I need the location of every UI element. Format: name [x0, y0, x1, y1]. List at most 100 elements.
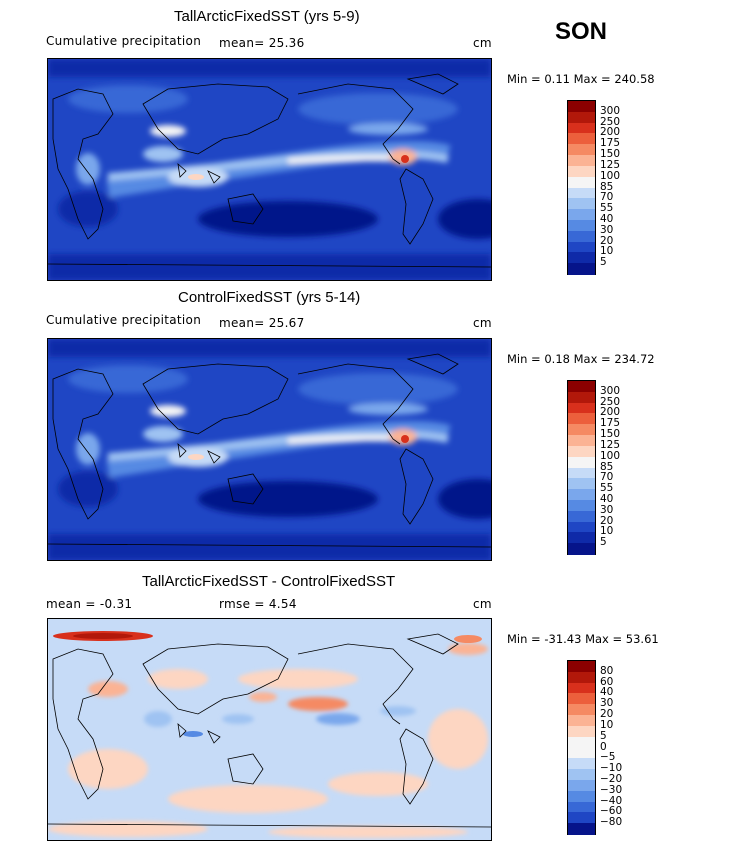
panel-1-title: TallArcticFixedSST (yrs 5-9) — [174, 8, 360, 25]
panel-3-units: cm — [473, 597, 492, 611]
colorbar-label: 100 — [600, 449, 621, 462]
colorbar-label: 250 — [600, 115, 621, 128]
colorbar-label: 40 — [600, 212, 614, 225]
panel-2-colorbar — [567, 380, 596, 555]
colorbar-label: −10 — [600, 762, 623, 775]
colorbar-swatch — [568, 467, 595, 479]
colorbar-swatch — [568, 391, 595, 404]
colorbar-label: 200 — [600, 406, 621, 419]
colorbar-label: 175 — [600, 137, 621, 150]
colorbar-label: 10 — [600, 525, 614, 538]
diff-map — [48, 619, 491, 840]
colorbar-swatch — [568, 176, 595, 188]
panel-1-mean: mean= 25.36 — [219, 36, 305, 50]
precip-map-2 — [48, 339, 491, 560]
colorbar-swatch — [568, 682, 595, 694]
colorbar-label: 40 — [600, 492, 614, 505]
colorbar-label: 30 — [600, 503, 614, 516]
colorbar-swatch — [568, 413, 595, 425]
colorbar-swatch — [568, 671, 595, 684]
colorbar-label: 5 — [600, 256, 607, 269]
colorbar-label: 70 — [600, 191, 614, 204]
colorbar-label: −40 — [600, 794, 623, 807]
colorbar-swatch — [568, 758, 595, 770]
colorbar-swatch — [568, 144, 595, 156]
colorbar-swatch — [568, 693, 595, 705]
panel-2-minmax: Min = 0.18 Max = 234.72 — [507, 352, 655, 366]
colorbar-label: 70 — [600, 471, 614, 484]
colorbar-label: 55 — [600, 482, 614, 495]
colorbar-swatch — [568, 823, 595, 835]
colorbar-label: −20 — [600, 772, 623, 785]
colorbar-label: 0 — [600, 740, 607, 753]
colorbar-swatch — [568, 801, 595, 813]
colorbar-label: 250 — [600, 395, 621, 408]
colorbar-swatch — [568, 155, 595, 167]
colorbar-label: 10 — [600, 245, 614, 258]
colorbar-label: 20 — [600, 708, 614, 721]
colorbar-label: 150 — [600, 428, 621, 441]
colorbar-swatch — [568, 219, 595, 232]
panel-3-mean: mean = -0.31 — [46, 597, 133, 611]
colorbar-swatch — [568, 209, 595, 221]
panel-2-variable: Cumulative precipitation — [46, 313, 202, 327]
panel-3-map — [47, 618, 492, 841]
colorbar-swatch — [568, 435, 595, 447]
colorbar-swatch — [568, 241, 595, 253]
panel-2-units: cm — [473, 316, 492, 330]
colorbar-swatch — [568, 456, 595, 468]
colorbar-swatch — [568, 510, 595, 523]
colorbar-swatch — [568, 478, 595, 490]
colorbar-swatch — [568, 715, 595, 727]
panel-3-rmse: rmse = 4.54 — [219, 597, 297, 611]
colorbar-swatch — [568, 445, 595, 458]
colorbar-swatch — [568, 230, 595, 243]
season-label: SON — [555, 18, 608, 45]
panel-1-variable: Cumulative precipitation — [46, 34, 202, 48]
precip-map-1 — [48, 59, 491, 280]
colorbar-swatch — [568, 381, 595, 393]
colorbar-swatch — [568, 704, 595, 716]
colorbar-label: −60 — [600, 805, 623, 818]
colorbar-swatch — [568, 521, 595, 533]
colorbar-label: 300 — [600, 104, 621, 117]
colorbar-swatch — [568, 402, 595, 414]
colorbar-label: 5 — [600, 536, 607, 549]
colorbar-label: 60 — [600, 675, 614, 688]
panel-2-mean: mean= 25.67 — [219, 316, 305, 330]
panel-1-units: cm — [473, 36, 492, 50]
colorbar-swatch — [568, 661, 595, 673]
colorbar-swatch — [568, 779, 595, 792]
colorbar-swatch — [568, 532, 595, 544]
colorbar-label: −5 — [600, 751, 616, 764]
colorbar-swatch — [568, 543, 595, 555]
panel-3-title: TallArcticFixedSST - ControlFixedSST — [142, 573, 396, 590]
colorbar-label: 125 — [600, 438, 621, 451]
panel-1-map — [47, 58, 492, 281]
colorbar-label: 20 — [600, 234, 614, 247]
colorbar-label: 10 — [600, 718, 614, 731]
colorbar-label: 150 — [600, 148, 621, 161]
colorbar-swatch — [568, 499, 595, 512]
colorbar-swatch — [568, 747, 595, 759]
panel-3-colorbar — [567, 660, 596, 835]
panel-2-map — [47, 338, 492, 561]
colorbar-label: 40 — [600, 686, 614, 699]
colorbar-label: 55 — [600, 202, 614, 215]
colorbar-label: 20 — [600, 514, 614, 527]
colorbar-swatch — [568, 101, 595, 113]
panel-1-minmax: Min = 0.11 Max = 240.58 — [507, 72, 655, 86]
colorbar-swatch — [568, 165, 595, 178]
colorbar-swatch — [568, 263, 595, 275]
colorbar-label: 30 — [600, 697, 614, 710]
colorbar-label: 30 — [600, 223, 614, 236]
colorbar-swatch — [568, 769, 595, 781]
colorbar-label: 5 — [600, 729, 607, 742]
colorbar-label: 175 — [600, 417, 621, 430]
colorbar-swatch — [568, 424, 595, 436]
colorbar-swatch — [568, 187, 595, 199]
colorbar-swatch — [568, 122, 595, 134]
colorbar-swatch — [568, 133, 595, 145]
colorbar-swatch — [568, 812, 595, 824]
panel-1-colorbar — [567, 100, 596, 275]
